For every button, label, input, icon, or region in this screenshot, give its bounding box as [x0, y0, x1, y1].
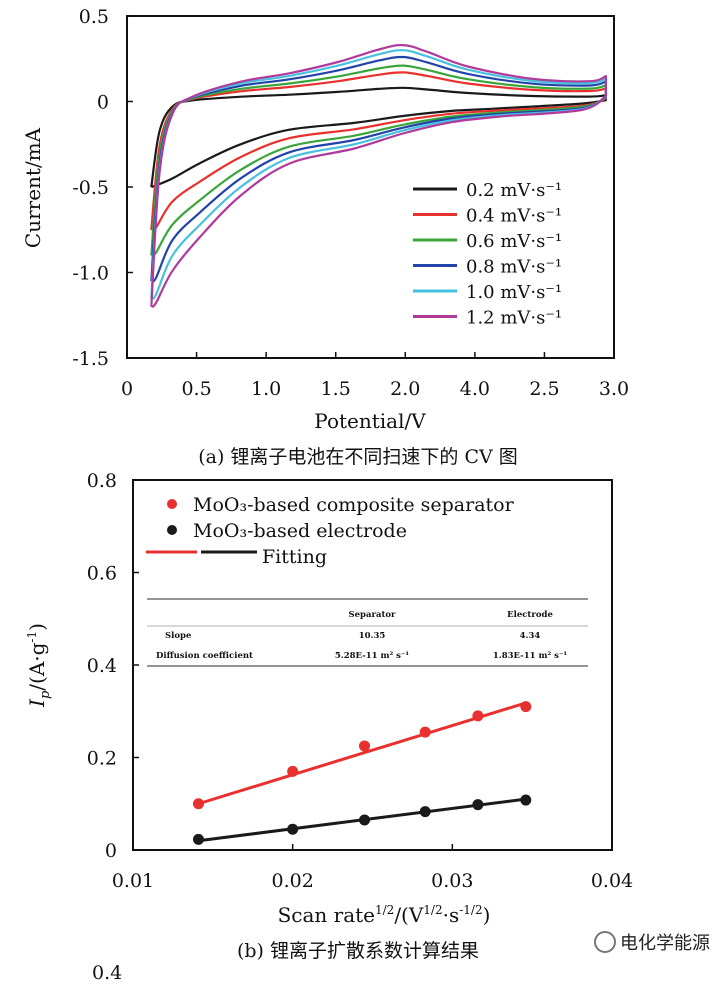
table-header-electrode: Electrode [507, 610, 553, 620]
data-point-0 [419, 726, 431, 738]
caption-b: (b) 锂离子扩散系数计算结果 [236, 940, 480, 962]
legend-label-separator: MoO₃-based composite separator [193, 494, 515, 516]
cv-x-tick-label: 0 [121, 378, 133, 400]
cv-y-ticks: 0.5 0 -0.5 -1.0 -1.5 [72, 6, 133, 370]
table-slope-separator: 10.35 [359, 631, 386, 641]
diffusion-x-ticks: 0.01 0.02 0.03 0.04 [112, 844, 633, 892]
data-point-1 [419, 806, 431, 818]
data-point-0 [359, 740, 371, 752]
data-point-1 [359, 814, 371, 826]
cv-legend-label: 0.8 mV·s⁻¹ [466, 257, 562, 278]
cv-curve-0 [150, 86, 607, 189]
wechat-icon [594, 931, 616, 953]
cv-y-tick-label: -1.5 [72, 348, 109, 370]
cv-curves [150, 43, 607, 308]
table-slope-electrode: 4.34 [520, 631, 541, 641]
inset-table: Separator Electrode Slope 10.35 4.34 Dif… [147, 598, 588, 667]
diffusion-legend: MoO₃-based composite separator MoO₃-base… [146, 494, 515, 568]
diffusion-y-tick-label: 0.2 [87, 748, 117, 770]
diffusion-y-tick-label: 0.4 [87, 655, 117, 677]
cv-y-tick-label: -1.0 [72, 263, 109, 285]
cv-curve-2 [150, 64, 607, 257]
cv-x-tick-label: 2.0 [390, 378, 420, 400]
diffusion-x-axis-label: Scan rate1/2/(V1/2·s-1/2) [278, 903, 491, 927]
diffusion-x-tick-label: 0.03 [431, 870, 473, 892]
diffusion-chart: 0.01 0.02 0.03 0.04 0.8 0.6 0.4 0.2 0 Separator… [25, 470, 633, 927]
diffusion-series [192, 701, 532, 845]
cv-legend-label: 1.2 mV·s⁻¹ [466, 308, 562, 329]
diffusion-y-tick-label: 0.8 [87, 470, 117, 492]
cv-x-axis-label: Potential/V [314, 409, 426, 433]
data-point-0 [192, 798, 204, 810]
table-diffusion-separator: 5.28E-11 m² s⁻¹ [335, 651, 410, 661]
cv-legend: 0.2 mV·s⁻¹ 0.4 mV·s⁻¹ 0.6 mV·s⁻¹ 0.8 mV·s⁻¹… [413, 180, 562, 329]
data-point-1 [520, 794, 532, 806]
legend-marker-separator [167, 499, 177, 509]
table-row-slope-label: Slope [165, 631, 192, 641]
data-point-1 [472, 799, 484, 811]
table-header-separator: Separator [348, 610, 396, 620]
cv-curve-1 [150, 71, 607, 232]
table-row-diffusion-label: Diffusion coefficient [156, 651, 253, 661]
fit-line-0 [198, 701, 527, 806]
diffusion-y-tick-label: 0 [105, 840, 117, 862]
cv-legend-label: 0.4 mV·s⁻¹ [466, 206, 562, 227]
cv-y-tick-label: -0.5 [72, 177, 109, 199]
data-point-0 [287, 765, 299, 777]
cv-x-tick-label: 2.5 [529, 378, 559, 400]
cv-legend-label: 0.6 mV·s⁻¹ [466, 231, 562, 252]
data-point-1 [192, 833, 204, 845]
cv-x-tick-label: 1.5 [321, 378, 351, 400]
cv-y-tick-label: 0 [97, 92, 109, 114]
data-point-0 [472, 710, 484, 722]
diffusion-y-ticks: 0.8 0.6 0.4 0.2 0 [87, 470, 139, 862]
legend-label-fitting: Fitting [262, 546, 327, 568]
diffusion-x-tick-label: 0.04 [591, 870, 633, 892]
diffusion-y-tick-label: 0.6 [87, 563, 117, 585]
caption-a: (a) 锂离子电池在不同扫速下的 CV 图 [198, 446, 518, 468]
watermark-text: 电化学能源 [620, 933, 710, 954]
table-diffusion-electrode: 1.83E-11 m² s⁻¹ [493, 651, 568, 661]
cv-x-tick-label: 0.5 [181, 378, 211, 400]
cv-curve-4 [150, 49, 607, 300]
data-point-0 [520, 701, 532, 713]
diffusion-x-tick-label: 0.02 [272, 870, 314, 892]
next-figure-tick: 0.4 [92, 962, 123, 984]
cv-chart: 0 0.5 1.0 1.5 2.0 4.0 2.5 3.0 0.50-0.5-1.0-1.5 … [21, 6, 629, 433]
diffusion-x-tick-label: 0.01 [112, 870, 154, 892]
legend-label-electrode: MoO₃-based electrode [193, 520, 407, 542]
cv-curve-5 [150, 43, 607, 308]
legend-marker-electrode [167, 525, 177, 535]
watermark: 电化学能源 [594, 929, 710, 955]
data-point-1 [287, 823, 299, 835]
cv-x-ticks: 0 0.5 1.0 1.5 2.0 4.0 2.5 3.0 [121, 352, 629, 400]
cv-y-tick-label: 0.5 [79, 6, 109, 28]
cv-legend-label: 0.2 mV·s⁻¹ [466, 180, 562, 201]
cv-curve-3 [150, 55, 607, 283]
cv-x-tick-label: 1.0 [251, 378, 281, 400]
cv-legend-label: 1.0 mV·s⁻¹ [466, 282, 562, 303]
diffusion-y-axis-label: Ip/(A·g-1) [25, 623, 53, 708]
cv-y-axis-label: Current/mA [21, 127, 45, 248]
cv-x-tick-label: 4.0 [460, 378, 490, 400]
cv-x-tick-label: 3.0 [599, 378, 629, 400]
